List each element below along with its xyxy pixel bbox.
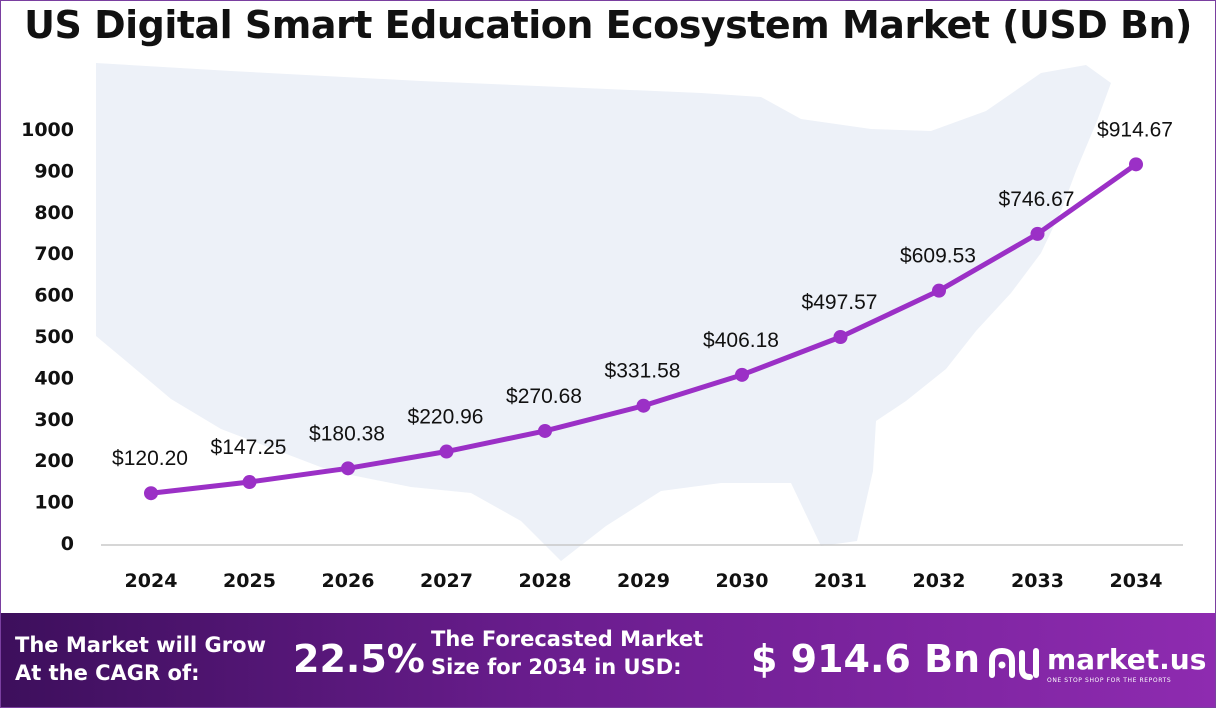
cagr-value: 22.5% (293, 637, 425, 681)
data-label: $331.58 (605, 360, 681, 383)
y-tick-label: 300 (34, 409, 74, 431)
data-point (242, 475, 257, 490)
x-tick-label: 2025 (223, 570, 276, 592)
data-label: $609.53 (900, 245, 976, 268)
x-axis: 2024 2025 2026 2027 2028 2029 2030 2031 2032 2033… (125, 570, 1163, 592)
market-value: $ 914.6 Bn (751, 637, 981, 681)
data-point (341, 461, 355, 476)
data-point (636, 398, 651, 413)
data-point (1030, 226, 1045, 241)
data-point (538, 423, 552, 438)
data-points (144, 157, 1143, 501)
data-point (439, 444, 454, 459)
y-axis: 0 100 200 300 400 500 600 700 800 900 1000 (21, 119, 74, 555)
y-tick-label: 800 (34, 202, 74, 224)
x-tick-label: 2034 (1110, 570, 1163, 592)
data-point (144, 486, 158, 501)
x-tick-label: 2030 (716, 570, 769, 592)
x-tick-label: 2032 (913, 570, 966, 592)
brand-name: market.us (1047, 643, 1207, 676)
y-tick-label: 200 (34, 450, 74, 472)
brand-tagline: ONE STOP SHOP FOR THE REPORTS (1047, 677, 1172, 684)
data-point (735, 367, 749, 382)
y-tick-label: 1000 (21, 119, 74, 141)
x-tick-label: 2033 (1011, 570, 1064, 592)
y-tick-label: 0 (61, 533, 74, 555)
data-label: $270.68 (506, 385, 582, 408)
y-tick-label: 700 (34, 243, 74, 265)
forecast-label: The Forecasted Market Size for 2034 in U… (431, 627, 704, 679)
data-label: $406.18 (703, 329, 779, 352)
us-map-background (96, 63, 1111, 561)
footer-banner: The Market will Grow At the CAGR of: 22.… (1, 613, 1215, 707)
y-tick-label: 900 (34, 160, 74, 182)
data-label: $220.96 (408, 406, 484, 429)
data-label: $147.25 (211, 436, 287, 459)
x-tick-label: 2026 (322, 570, 375, 592)
data-label: $120.20 (112, 447, 188, 470)
cagr-label: The Market will Grow At the CAGR of: (15, 633, 266, 685)
data-label: $497.57 (802, 291, 878, 314)
data-point (1129, 157, 1143, 172)
data-labels: $120.20 $147.25 $180.38 $220.96 $270.68 $331.… (112, 118, 1173, 470)
x-tick-label: 2028 (519, 570, 572, 592)
chart-title: US Digital Smart Education Ecosystem Mar… (24, 3, 1192, 47)
y-tick-label: 400 (34, 367, 74, 389)
y-tick-label: 600 (34, 285, 74, 307)
x-tick-label: 2027 (420, 570, 473, 592)
data-point (932, 283, 946, 298)
y-tick-label: 500 (34, 326, 74, 348)
data-label: $746.67 (999, 188, 1075, 211)
data-label: $914.67 (1097, 118, 1173, 141)
x-tick-label: 2031 (814, 570, 867, 592)
data-point (833, 330, 848, 345)
x-tick-label: 2029 (617, 570, 670, 592)
x-tick-label: 2024 (125, 570, 178, 592)
y-tick-label: 100 (34, 492, 74, 514)
data-label: $180.38 (309, 422, 385, 445)
market-us-logo-icon (989, 647, 1039, 680)
